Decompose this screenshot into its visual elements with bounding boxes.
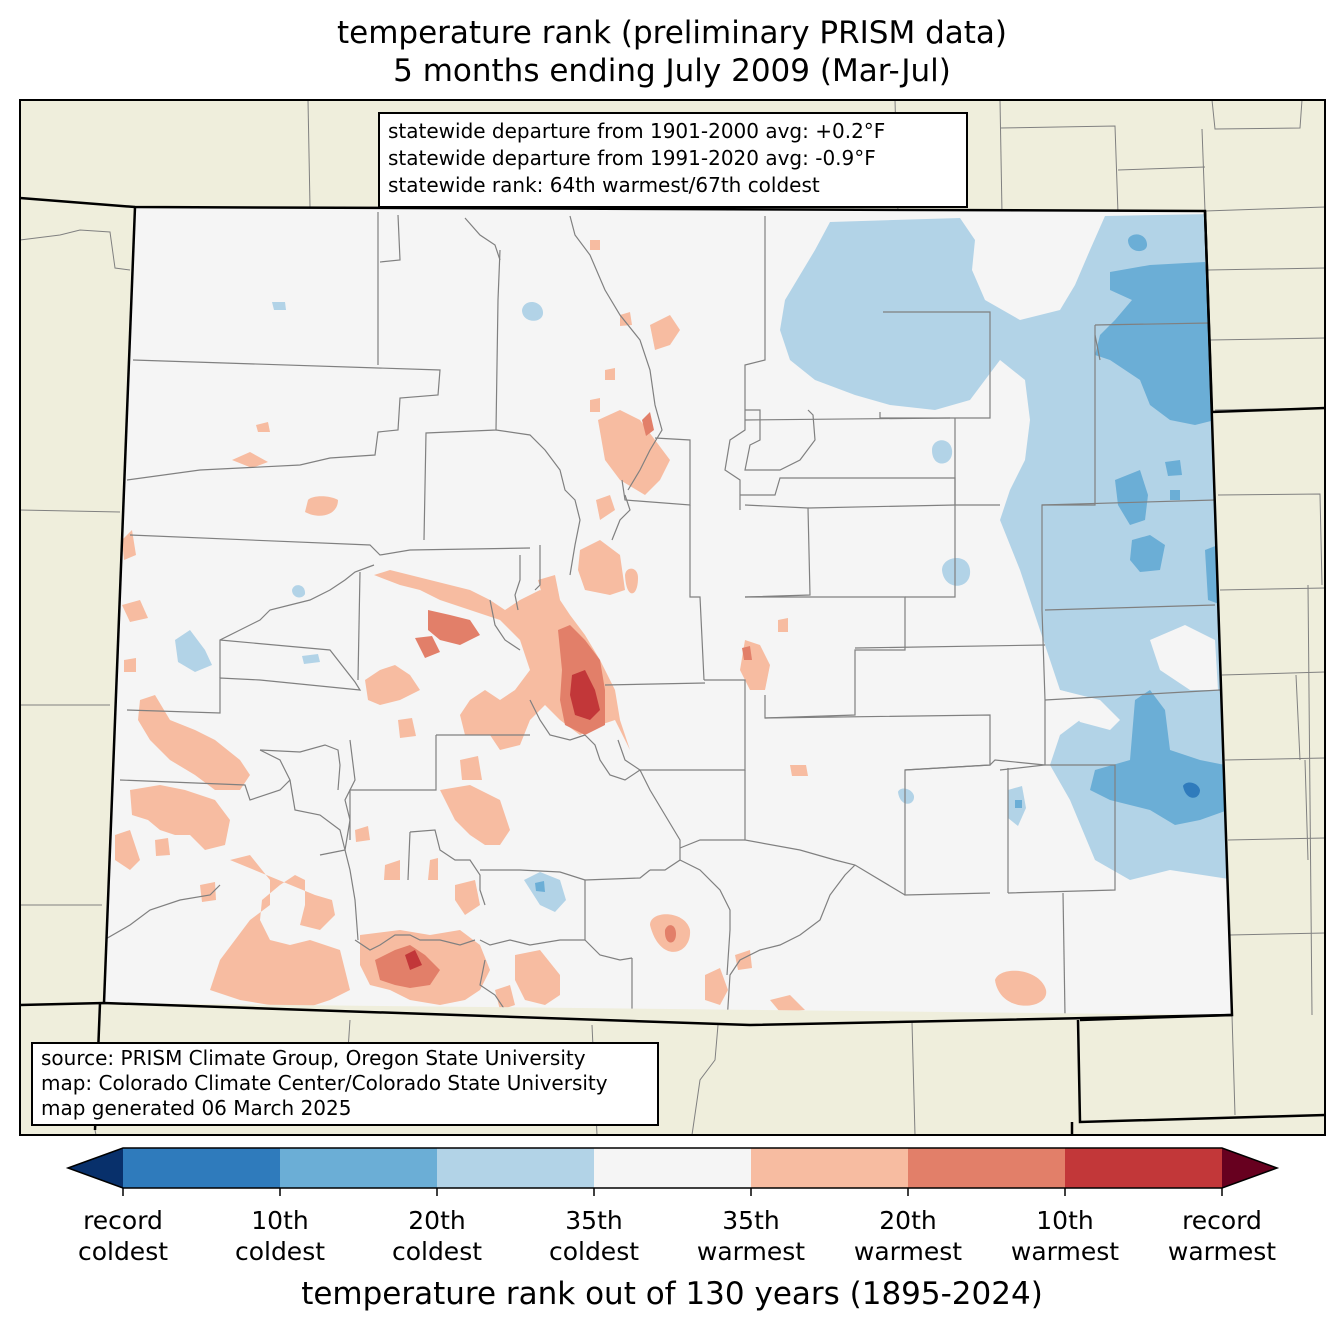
stats-departure-1901: statewide departure from 1901-2000 avg: … xyxy=(388,119,886,143)
neighbor-county-lines xyxy=(20,100,1325,1135)
map-credit-line: map: Colorado Climate Center/Colorado St… xyxy=(41,1071,608,1095)
colorbar-extension-coldest xyxy=(68,1148,123,1188)
colorbar-extension-warmest xyxy=(1222,1148,1277,1188)
tick-label-direction: warmest xyxy=(1010,1237,1120,1266)
colorbar-segment-2 xyxy=(280,1148,438,1188)
tick-label-rank: record xyxy=(1182,1206,1262,1235)
source-line: source: PRISM Climate Group, Oregon Stat… xyxy=(41,1046,586,1070)
tick-label-rank: record xyxy=(83,1206,163,1235)
tick-label-direction: warmest xyxy=(853,1237,963,1266)
colorado-county-lines xyxy=(104,212,1221,1015)
colorbar-tick-label: 35th warmest xyxy=(676,1205,826,1267)
tick-label-rank: 20th xyxy=(879,1206,937,1235)
colorbar-segment-3 xyxy=(437,1148,595,1188)
colorbar-tick-label: 10th warmest xyxy=(990,1205,1140,1267)
colorbar xyxy=(65,1147,1280,1196)
statewide-stats-box: statewide departure from 1901-2000 avg: … xyxy=(378,112,968,208)
stats-departure-1991: statewide departure from 1991-2020 avg: … xyxy=(388,146,876,170)
colorbar-tick-label: 20th coldest xyxy=(362,1205,512,1267)
tick-label-direction: coldest xyxy=(77,1237,169,1266)
colorbar-segment-5 xyxy=(751,1148,909,1188)
colorbar-tick-label: record warmest xyxy=(1147,1205,1297,1267)
map-title-line1: temperature rank (preliminary PRISM data… xyxy=(336,15,1007,51)
tick-label-rank: 10th xyxy=(1036,1206,1094,1235)
tick-label-rank: 35th xyxy=(565,1206,623,1235)
tick-label-rank: 20th xyxy=(408,1206,466,1235)
colorbar-segment-6 xyxy=(908,1148,1066,1188)
colorbar-tick-label: record coldest xyxy=(48,1205,198,1267)
generated-date-line: map generated 06 March 2025 xyxy=(41,1096,352,1120)
map-title: temperature rank (preliminary PRISM data… xyxy=(0,14,1344,90)
colorbar-tick-label: 35th coldest xyxy=(519,1205,669,1267)
colorado-state-fill xyxy=(104,207,1232,1015)
colorbar-tick-label: 20th warmest xyxy=(833,1205,983,1267)
tick-label-direction: coldest xyxy=(391,1237,483,1266)
source-box: source: PRISM Climate Group, Oregon Stat… xyxy=(31,1042,659,1126)
colorado-map xyxy=(19,99,1326,1136)
colorbar-tick-label: 10th coldest xyxy=(205,1205,355,1267)
colorbar-segment-7 xyxy=(1065,1148,1223,1188)
tick-label-direction: coldest xyxy=(234,1237,326,1266)
map-frame xyxy=(19,99,1326,1136)
tick-label-rank: 10th xyxy=(251,1206,309,1235)
rank-shading xyxy=(115,214,1232,1012)
colorbar-segment-4 xyxy=(594,1148,752,1188)
tick-label-direction: warmest xyxy=(696,1237,806,1266)
map-title-line2: 5 months ending July 2009 (Mar-Jul) xyxy=(393,53,951,89)
tick-label-direction: warmest xyxy=(1167,1237,1277,1266)
stats-rank: statewide rank: 64th warmest/67th coldes… xyxy=(388,173,820,197)
colorbar-segment-1 xyxy=(123,1148,281,1188)
tick-label-direction: coldest xyxy=(548,1237,640,1266)
tick-label-rank: 35th xyxy=(722,1206,780,1235)
colorbar-title: temperature rank out of 130 years (1895-… xyxy=(301,1276,1043,1312)
